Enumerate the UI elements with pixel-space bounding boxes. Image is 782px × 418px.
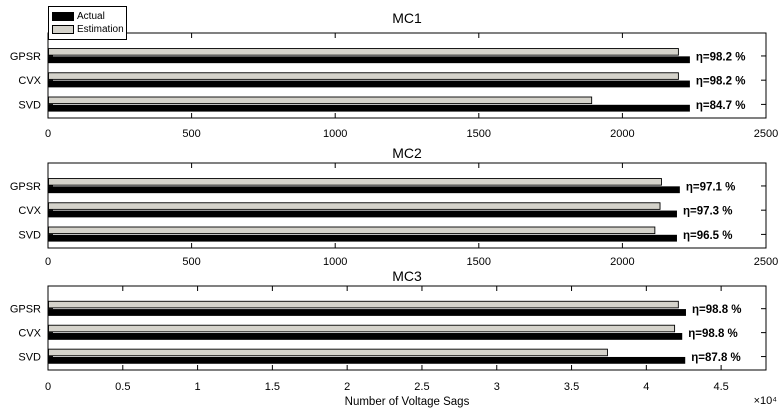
chart-title-mc1: MC1	[392, 10, 422, 26]
x-tick-label: 1000	[323, 128, 347, 140]
x-tick-label: 0	[45, 128, 51, 140]
category-label-cvx: CVX	[18, 75, 41, 87]
bar-estimation-svd	[48, 348, 608, 357]
efficiency-annotation-cvx: η=98.2 %	[696, 76, 746, 88]
category-label-svd: SVD	[18, 352, 41, 364]
x-tick-label: 2000	[610, 256, 634, 268]
chart-mc2-plot: 0 500 1000 1500 2000 2500 GPSR η=97.1 % CVX η=97.…	[10, 162, 778, 268]
x-tick-label: 0.5	[115, 381, 130, 393]
category-label-gpsr: GPSR	[10, 304, 41, 316]
x-tick-label: 1500	[467, 128, 491, 140]
legend-item-estimation: Estimation	[52, 23, 126, 36]
legend: Actual Estimation	[48, 6, 127, 40]
bar-estimation-gpsr	[48, 300, 679, 309]
x-tick-label: 2500	[754, 128, 778, 140]
x-tick-label: 1000	[323, 256, 347, 268]
category-label-svd: SVD	[18, 99, 41, 111]
efficiency-annotation-gpsr: η=98.2 %	[696, 51, 746, 63]
category-label-gpsr: GPSR	[10, 181, 41, 193]
bar-estimation-cvx	[48, 324, 676, 333]
bar-estimation-gpsr	[48, 178, 662, 186]
efficiency-annotation-gpsr: η=98.8 %	[692, 304, 742, 316]
legend-item-actual: Actual	[52, 10, 126, 23]
bar-estimation-svd	[48, 96, 593, 105]
category-label-cvx: CVX	[18, 205, 41, 217]
x-tick-label: 0	[45, 256, 51, 268]
efficiency-annotation-gpsr: η=97.1 %	[686, 181, 736, 193]
legend-label-estimation: Estimation	[77, 24, 124, 35]
bar-estimation-cvx	[48, 202, 661, 210]
bar-estimation-gpsr	[48, 48, 679, 56]
x-tick-label: 0	[45, 381, 51, 393]
category-label-gpsr: GPSR	[10, 51, 41, 63]
bar-actual-gpsr	[48, 186, 680, 194]
x-tick-label: 4	[643, 381, 649, 393]
bar-actual-cvx	[48, 80, 690, 88]
bar-actual-cvx	[48, 333, 683, 340]
x-axis-label: Number of Voltage Sags	[345, 396, 470, 408]
legend-label-actual: Actual	[77, 11, 105, 22]
x-tick-label: 2	[344, 381, 350, 393]
efficiency-annotation-svd: η=84.7 %	[696, 100, 746, 112]
legend-swatch-actual-icon	[52, 12, 74, 21]
efficiency-annotation-cvx: η=97.3 %	[683, 206, 733, 218]
x-tick-label: 1.5	[265, 381, 280, 393]
efficiency-annotation-svd: η=87.8 %	[691, 352, 741, 364]
x-tick-label: 2500	[754, 256, 778, 268]
bar-actual-svd	[48, 356, 686, 364]
bar-actual-gpsr	[48, 309, 686, 316]
x-tick-label: 3	[494, 381, 500, 393]
chart-title-mc2: MC2	[392, 145, 422, 161]
legend-swatch-estimation-icon	[52, 25, 74, 34]
x-tick-label: 500	[182, 128, 200, 140]
category-label-svd: SVD	[18, 229, 41, 241]
axis-multiplier-label: ×10⁴	[754, 395, 778, 407]
category-label-cvx: CVX	[18, 328, 41, 340]
bar-estimation-svd	[48, 226, 656, 235]
bar-estimation-cvx	[48, 72, 679, 80]
x-tick-label: 500	[182, 256, 200, 268]
bar-actual-cvx	[48, 210, 677, 218]
bar-actual-svd	[48, 104, 690, 112]
efficiency-annotation-cvx: η=98.8 %	[688, 328, 738, 340]
x-tick-label: 3.5	[564, 381, 579, 393]
efficiency-annotation-svd: η=96.5 %	[683, 230, 733, 242]
x-tick-label: 1	[195, 381, 201, 393]
chart-title-mc3: MC3	[392, 268, 422, 284]
chart-mc1-plot: 0 500 1000 1500 2000 2500 GPSR η=98.2 % CVX η=98.…	[10, 32, 778, 140]
x-tick-label: 2000	[610, 128, 634, 140]
x-tick-label: 4.5	[713, 381, 728, 393]
x-tick-label: 2.5	[414, 381, 429, 393]
bar-actual-svd	[48, 234, 677, 242]
bar-actual-gpsr	[48, 56, 690, 64]
chart-mc3-plot: 0 0.5 1 1.5 2 2.5 3 3.5 4 4.5 GPSR η=98.8 % CVX η=98.…	[10, 285, 767, 393]
x-tick-label: 1500	[467, 256, 491, 268]
